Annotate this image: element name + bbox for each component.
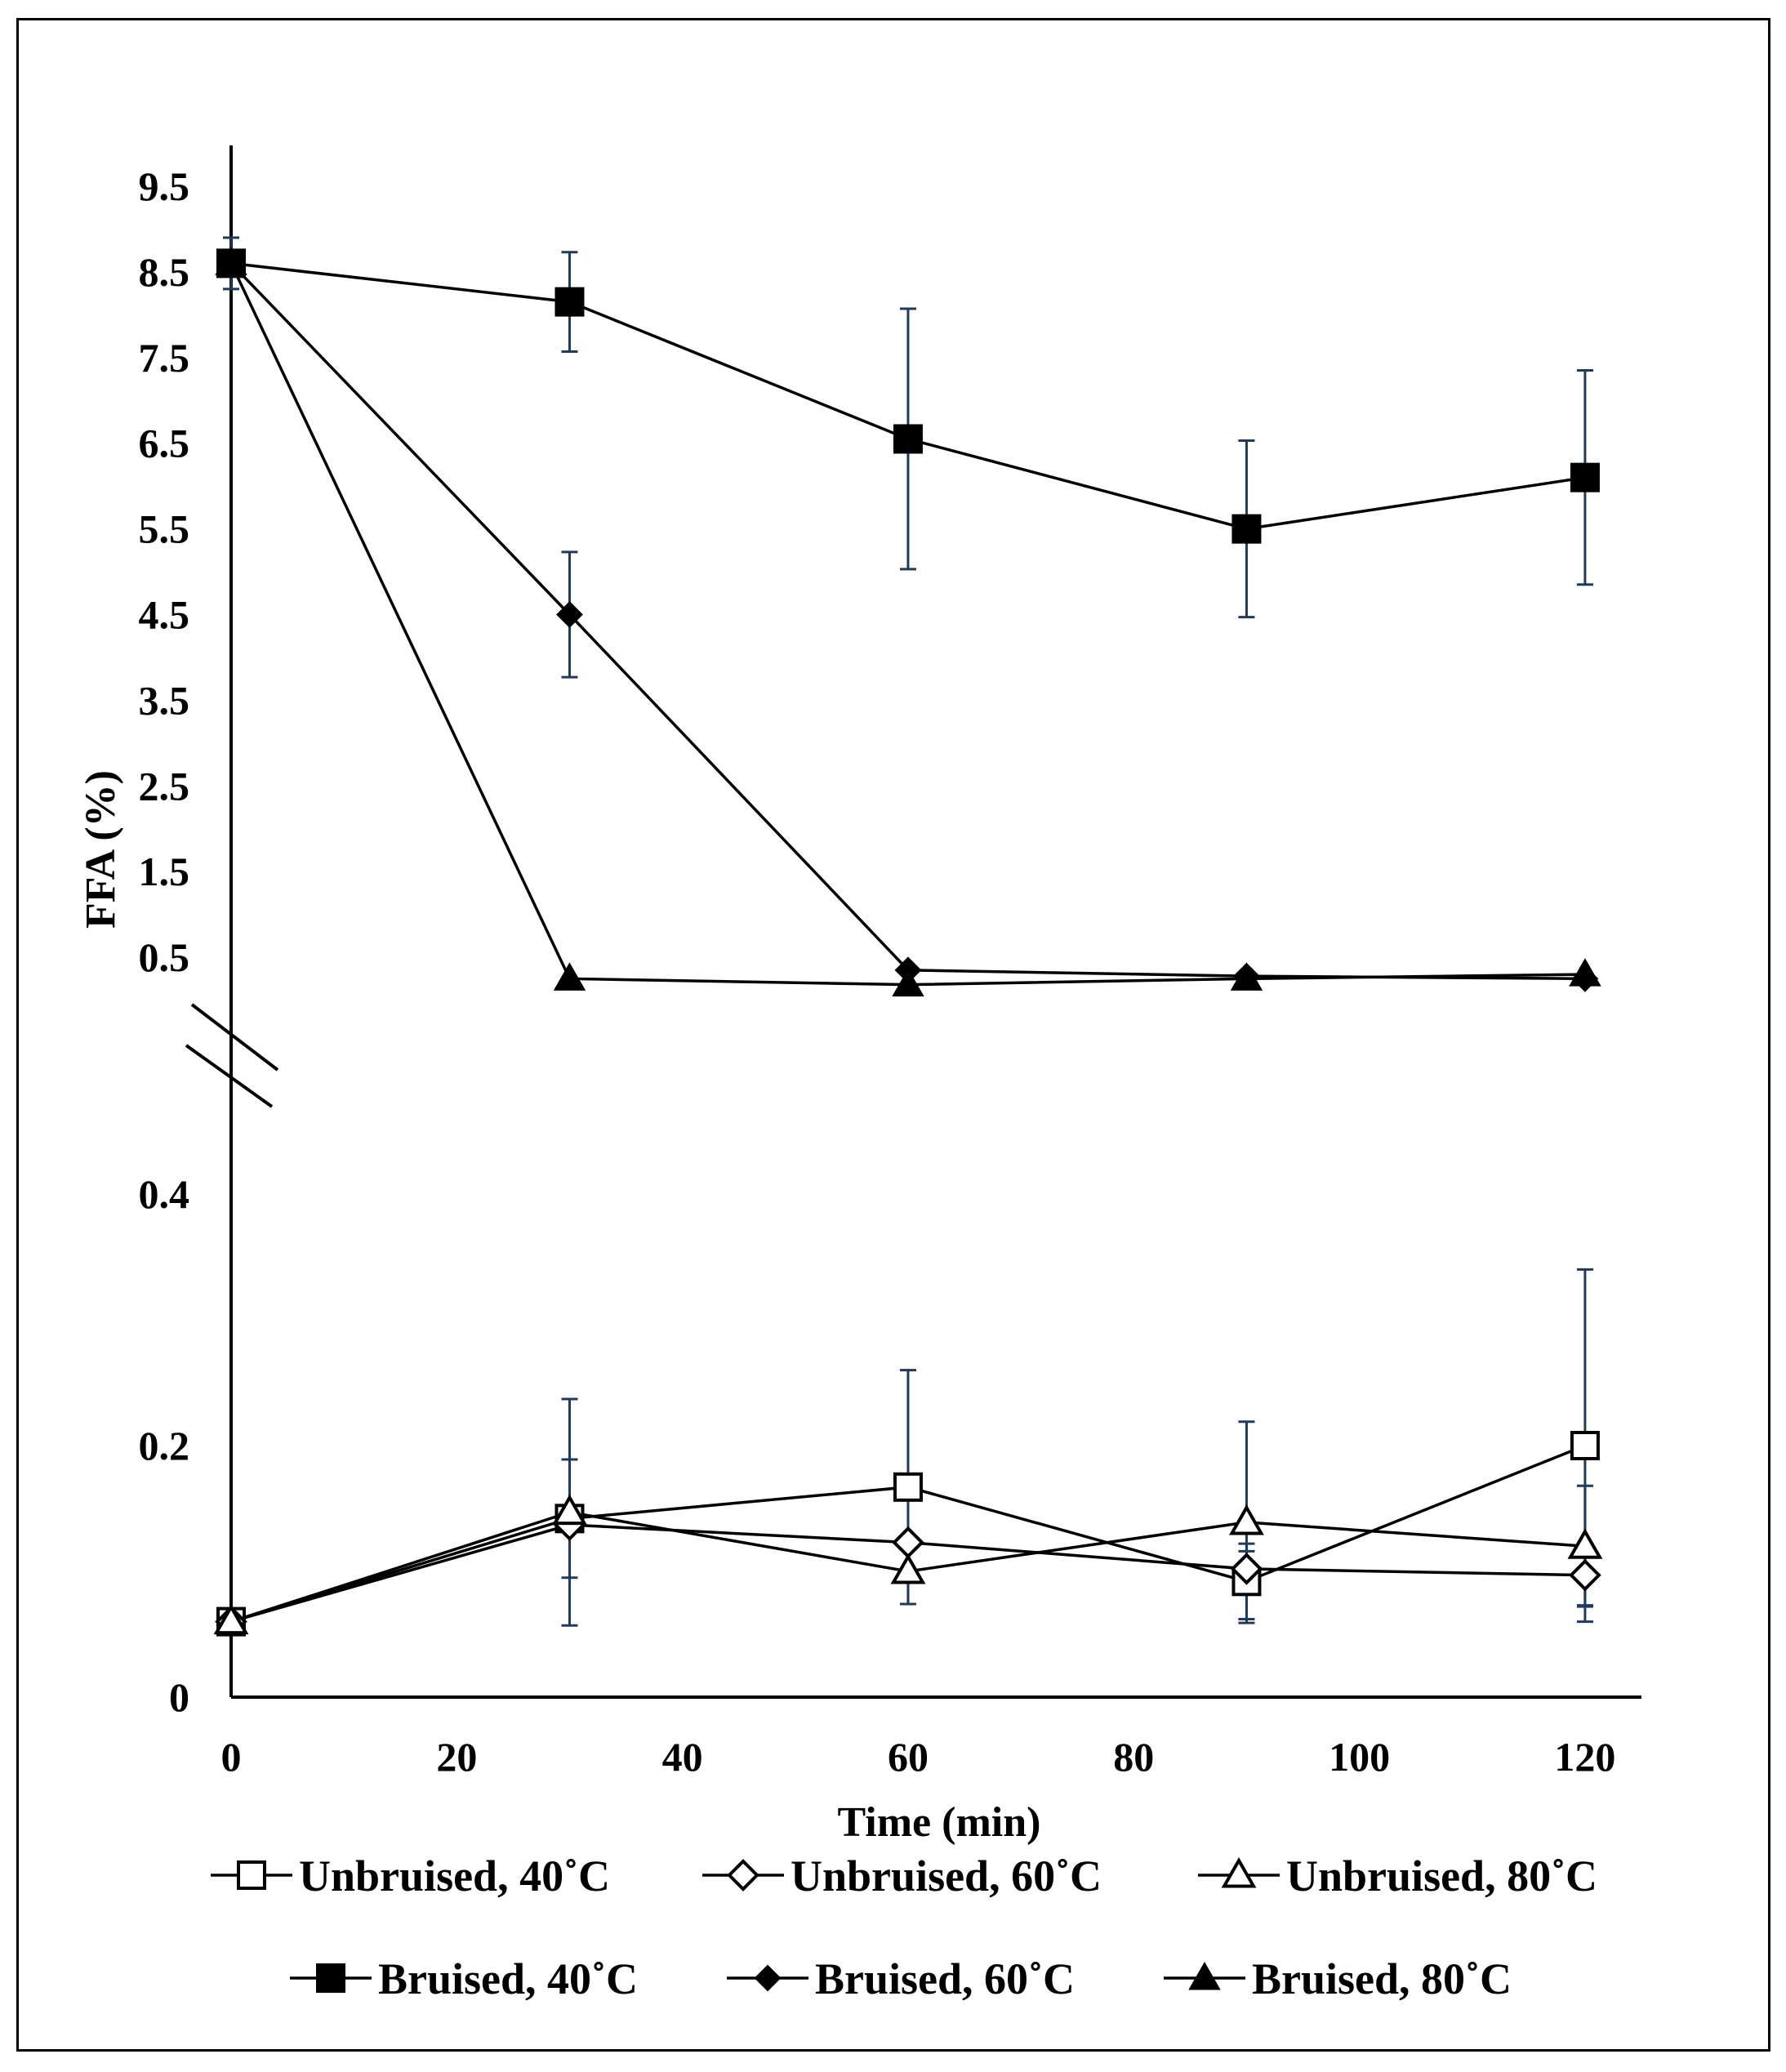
axes bbox=[185, 145, 1641, 1699]
y-tick-label: 0 bbox=[169, 1674, 189, 1720]
data-point-unbruised-80-c bbox=[1228, 1504, 1264, 1535]
data-point-bruised-80-c bbox=[1230, 962, 1263, 991]
data-point-bruised-80-c bbox=[1569, 958, 1601, 987]
data-point-bruised-40-c bbox=[1570, 462, 1600, 492]
data-point-bruised-80-c bbox=[553, 962, 586, 991]
data-point-unbruised-80-c bbox=[552, 1494, 587, 1526]
data-point-unbruised-80-c bbox=[213, 1603, 249, 1635]
y-tick-label: 0.4 bbox=[139, 1171, 190, 1217]
data-point-unbruised-80-c bbox=[1567, 1528, 1603, 1559]
legend-marker-unbruised-80-c bbox=[1221, 1856, 1257, 1888]
y-tick-label: 1.5 bbox=[139, 849, 190, 894]
legend-label-bruised-40-c: Bruised, 40˚C bbox=[378, 1954, 638, 2003]
x-tick-label: 40 bbox=[662, 1734, 703, 1780]
y-tick-label: 8.5 bbox=[139, 249, 190, 295]
y-axis-title: FFA (%) bbox=[78, 770, 124, 929]
data-point-unbruised-40-c bbox=[1570, 1431, 1600, 1460]
legend-label-bruised-60-c: Bruised, 60˚C bbox=[815, 1954, 1075, 2003]
legend-marker-bruised-60-c bbox=[754, 1964, 782, 1992]
y-tick-label: 4.5 bbox=[139, 592, 190, 638]
y-tick-label: 2.5 bbox=[139, 763, 190, 809]
y-tick-label: 7.5 bbox=[139, 335, 190, 381]
tick-labels: 9.5 8.5 7.5 6.5 5.5 4.5 3.5 2.5 1.5 0.5 0.4 0.2 00 20… bbox=[139, 163, 1616, 1780]
x-tick-label: 80 bbox=[1113, 1734, 1154, 1780]
legend-marker-bruised-40-c bbox=[316, 1963, 345, 1993]
data-point-bruised-60-c bbox=[556, 601, 583, 628]
legend-marker-unbruised-40-c bbox=[237, 1860, 266, 1890]
figure-frame bbox=[16, 18, 1770, 2052]
legend-label-unbruised-40-c: Unbruised, 40˚C bbox=[299, 1851, 610, 1900]
data-point-unbruised-40-c bbox=[893, 1472, 923, 1502]
y-tick-label: 6.5 bbox=[139, 421, 190, 466]
series-markers bbox=[213, 247, 1603, 1638]
data-point-unbruised-60-c bbox=[1569, 1558, 1601, 1592]
legend: Unbruised, 40˚C Unbruised, 60˚C Unbruised,… bbox=[211, 1851, 1597, 2003]
x-tick-label: 60 bbox=[888, 1734, 929, 1780]
x-tick-label: 120 bbox=[1554, 1734, 1615, 1780]
axis-break-mark bbox=[185, 1044, 274, 1108]
data-point-bruised-40-c bbox=[1231, 514, 1262, 544]
x-tick-label: 100 bbox=[1329, 1734, 1390, 1780]
x-tick-label: 0 bbox=[221, 1734, 242, 1780]
data-point-bruised-80-c bbox=[892, 968, 924, 997]
data-point-bruised-80-c bbox=[215, 247, 247, 275]
y-tick-label: 5.5 bbox=[139, 506, 190, 552]
legend-marker-bruised-80-c bbox=[1188, 1961, 1221, 1990]
y-tick-label: 0.5 bbox=[139, 934, 190, 980]
y-tick-label: 3.5 bbox=[139, 677, 190, 723]
data-point-bruised-40-c bbox=[555, 287, 585, 317]
y-tick-label: 0.2 bbox=[139, 1423, 190, 1468]
x-axis-title: Time (min) bbox=[838, 1799, 1041, 1846]
y-tick-label: 9.5 bbox=[139, 163, 190, 209]
legend-label-unbruised-80-c: Unbruised, 80˚C bbox=[1286, 1851, 1597, 1900]
legend-label-bruised-80-c: Bruised, 80˚C bbox=[1252, 1954, 1512, 2003]
data-point-unbruised-60-c bbox=[892, 1526, 924, 1559]
data-point-unbruised-60-c bbox=[1230, 1553, 1263, 1585]
data-point-unbruised-80-c bbox=[890, 1553, 926, 1584]
x-tick-label: 20 bbox=[436, 1734, 477, 1780]
legend-marker-unbruised-60-c bbox=[727, 1859, 759, 1892]
data-point-bruised-40-c bbox=[893, 424, 923, 454]
axis-break-mark bbox=[190, 1003, 279, 1072]
legend-label-unbruised-60-c: Unbruised, 60˚C bbox=[791, 1851, 1102, 1900]
